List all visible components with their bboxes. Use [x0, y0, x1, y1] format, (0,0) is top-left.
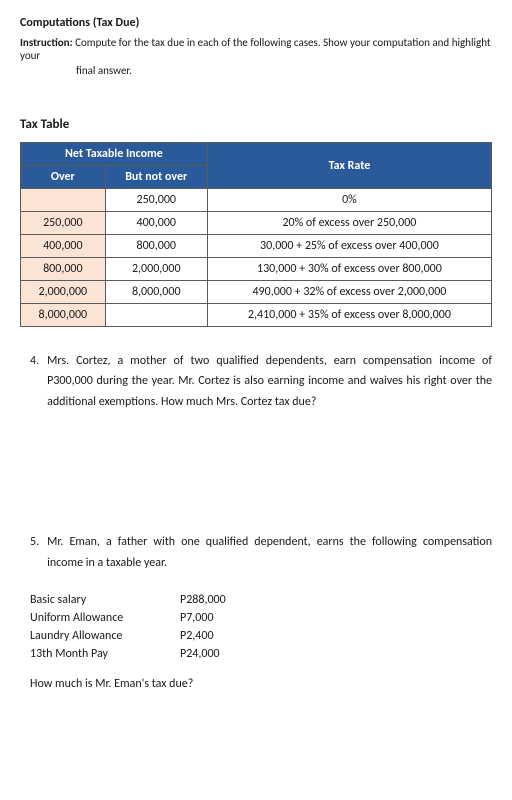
comp-label: Uniform Allowance [30, 611, 180, 625]
cell-over: 8,000,000 [21, 304, 106, 327]
comp-value: P2,400 [180, 629, 280, 643]
table-row: 8,000,000 2,410,000 + 35% of excess over … [21, 304, 492, 327]
cell-butnot [105, 304, 207, 327]
comp-value: P288,000 [180, 593, 280, 607]
cell-butnot: 8,000,000 [105, 281, 207, 304]
q4-text: Mrs. Cortez, a mother of two qualified d… [47, 351, 492, 412]
instruction-block: Instruction: Compute for the tax due in … [20, 36, 492, 77]
q5-number: 5. [30, 532, 39, 573]
cell-over: 2,000,000 [21, 281, 106, 304]
q5-compensation-list: Basic salaryP288,000Uniform AllowanceP7,… [20, 593, 492, 661]
question-4: 4. Mrs. Cortez, a mother of two qualifie… [20, 351, 492, 412]
th-over: Over [21, 166, 106, 189]
cell-rate: 130,000 + 30% of excess over 800,000 [207, 258, 491, 281]
instruction-label: Instruction: [20, 36, 73, 49]
table-row: 250,0000% [21, 189, 492, 212]
list-item: Basic salaryP288,000 [20, 593, 492, 607]
cell-rate: 30,000 + 25% of excess over 400,000 [207, 235, 491, 258]
cell-rate: 2,410,000 + 35% of excess over 8,000,000 [207, 304, 491, 327]
comp-label: Laundry Allowance [30, 629, 180, 643]
table-row: 400,000800,00030,000 + 25% of excess ove… [21, 235, 492, 258]
cell-butnot: 800,000 [105, 235, 207, 258]
page-title: Computations (Tax Due) [20, 16, 492, 30]
instruction-text: Compute for the tax due in each of the f… [20, 36, 491, 62]
cell-butnot: 2,000,000 [105, 258, 207, 281]
q5-text: Mr. Eman, a father with one qualified de… [47, 532, 492, 573]
cell-rate: 490,000 + 32% of excess over 2,000,000 [207, 281, 491, 304]
question-5: 5. Mr. Eman, a father with one qualified… [20, 532, 492, 573]
q5-final-question: How much is Mr. Eman's tax due? [20, 677, 492, 691]
cell-rate: 0% [207, 189, 491, 212]
cell-butnot: 250,000 [105, 189, 207, 212]
tax-table-body: 250,0000%250,000400,00020% of excess ove… [21, 189, 492, 327]
cell-over: 800,000 [21, 258, 106, 281]
tax-table-heading: Tax Table [20, 117, 492, 132]
th-net-taxable: Net Taxable Income [21, 143, 208, 166]
comp-value: P7,000 [180, 611, 280, 625]
instruction-tail: final answer. [20, 64, 492, 77]
list-item: Uniform AllowanceP7,000 [20, 611, 492, 625]
table-row: 800,0002,000,000130,000 + 30% of excess … [21, 258, 492, 281]
cell-rate: 20% of excess over 250,000 [207, 212, 491, 235]
th-tax-rate: Tax Rate [207, 143, 491, 189]
list-item: 13th Month PayP24,000 [20, 647, 492, 661]
cell-over: 250,000 [21, 212, 106, 235]
q4-number: 4. [30, 351, 39, 412]
table-row: 2,000,0008,000,000490,000 + 32% of exces… [21, 281, 492, 304]
cell-over: 400,000 [21, 235, 106, 258]
tax-table: Net Taxable Income Tax Rate Over But not… [20, 142, 492, 327]
comp-value: P24,000 [180, 647, 280, 661]
cell-butnot: 400,000 [105, 212, 207, 235]
th-butnot: But not over [105, 166, 207, 189]
comp-label: 13th Month Pay [30, 647, 180, 661]
list-item: Laundry AllowanceP2,400 [20, 629, 492, 643]
cell-over [21, 189, 106, 212]
comp-label: Basic salary [30, 593, 180, 607]
table-row: 250,000400,00020% of excess over 250,000 [21, 212, 492, 235]
